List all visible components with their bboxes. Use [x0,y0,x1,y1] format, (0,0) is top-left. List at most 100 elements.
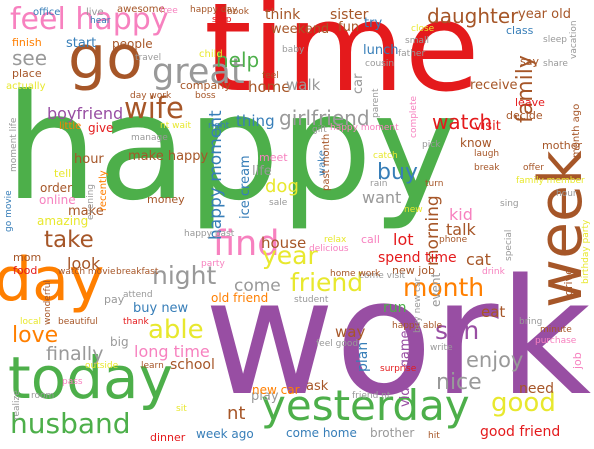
word-talk: talk [446,220,476,239]
word-able: able [148,315,204,345]
word-receive: receive [470,78,518,93]
word-beautiful: beautiful [58,317,98,327]
word-recently: recently [98,170,109,211]
word-week-ago: week ago [196,427,254,441]
word-year: year [262,241,318,270]
word-decide: decide [506,109,543,122]
word-watch: watch [432,110,493,134]
word-ask: ask [306,379,329,394]
word-catch: catch [373,151,398,161]
word-evening: evening [86,183,96,220]
word-happy-moment-2: happy moment [330,123,399,133]
word-stop: stop [212,15,232,25]
word-friend-nt: friend nt [352,391,391,401]
word-father: father [398,49,426,59]
word-feel: feel [262,71,279,81]
word-husband: husband [10,407,131,440]
word-visit: visit [474,119,501,134]
word-new: new [404,205,423,215]
word-phone: phone [439,235,468,245]
word-make: make [68,204,104,219]
word-look: look [67,254,101,273]
word-go-movie: go movie [4,190,14,232]
word-happy-able: happy able [392,321,443,331]
word-car: car [351,73,366,94]
word-come-visit: come visit [359,271,406,281]
word-money: money [147,193,185,206]
word-break: break [474,163,500,173]
word-nt: nt [227,403,246,424]
word-hit: hit [428,431,440,441]
word-laugh: laugh [474,149,500,159]
word-see: see [12,46,48,70]
word-go: go [68,23,143,93]
word-local: local [20,317,41,327]
word-help: help [216,48,260,72]
word-enjoy: enjoy [466,348,524,372]
word-job: job [571,352,584,369]
word-want: want [362,188,402,207]
word-mother: mother [542,139,583,152]
word-little: little [59,121,82,132]
word-special: special [504,229,514,261]
word-dog: dog [265,176,299,197]
word-learn: learn [141,361,164,371]
word-student: student [294,295,329,305]
word-know: know [460,136,492,150]
word-vacation: vacation [569,20,579,59]
word-feel-happy: feel happy [10,2,169,37]
word-school: school [170,357,215,373]
word-girlfriend: girlfriend [279,106,370,130]
word-share: share [543,59,568,69]
word-day: day [0,245,105,315]
word-find: find [213,224,280,264]
word-year-old: year old [518,7,571,22]
word-say: say [520,55,539,68]
word-life: life [252,164,272,179]
word-turn: turn [425,179,444,189]
word-time: time [204,0,480,119]
word-come-home: come home [286,426,357,440]
word-new-job: new job [392,264,436,277]
word-brother: brother [370,426,415,440]
word-party: party [201,259,225,269]
word-lunch: lunch [363,43,399,58]
word-pick: pick [422,140,441,150]
word-wonderful: wonderful [43,280,53,325]
word-today: today [8,344,173,412]
word-work: work [204,244,592,431]
word-family-member: family member [516,176,585,186]
word-actually: actually [6,81,46,92]
word-pass: pass [62,377,83,387]
word-cousin: cousin [365,59,395,69]
word-buy: buy [377,160,418,185]
word-buy-new: buy new [133,301,189,316]
word-small: small [405,36,429,46]
word-moment-life: moment life [9,117,19,172]
word-call: call [361,233,380,246]
word-feel-good: feel good [316,339,359,349]
word-hear: hear [90,16,111,26]
word-attend: attend [123,290,153,300]
word-ice-cream: ice cream [238,155,253,219]
word-tell: tell [54,167,72,180]
word-sister: sister [330,7,369,23]
word-amazing: amazing [37,214,89,228]
word-good-friend: good friend [480,424,561,440]
word-place: place [12,67,42,80]
word-home-work: home work [330,269,381,279]
word-company: company [180,79,231,92]
word-happy-day: happy day [190,5,238,15]
word-past-month: past month [321,133,332,191]
word-home: home [248,78,291,96]
word-class: class [506,24,534,37]
word-rain: rain [370,179,388,189]
word-long-time: long time [134,342,210,361]
word-room: room [31,391,55,401]
word-hour-2: hour [556,189,577,199]
word-book: book [227,7,249,17]
word-finish: finish [12,36,42,49]
word-kid: kid [449,205,473,224]
word-lot: lot [393,230,414,249]
